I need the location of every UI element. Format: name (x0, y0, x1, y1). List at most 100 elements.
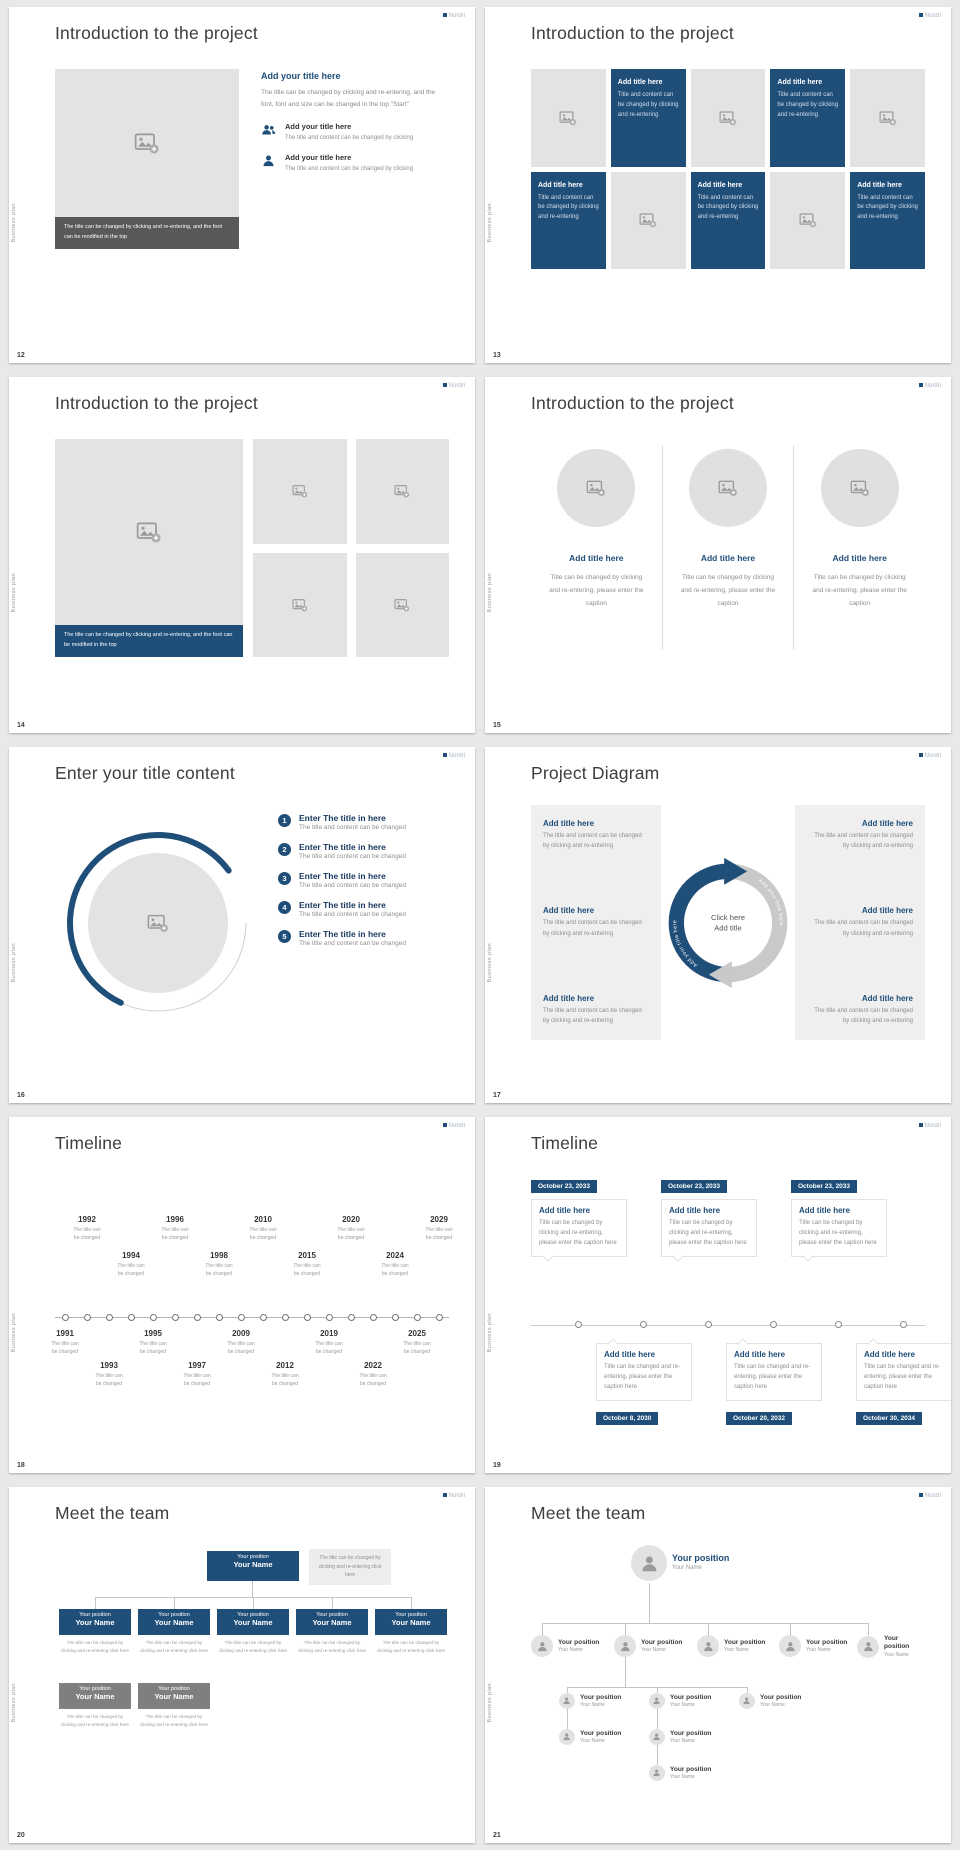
timeline-node (770, 1321, 777, 1328)
slide-title: Meet the team (531, 1503, 646, 1523)
slide-20-thumbnail[interactable]: Nordri Business plan Meet the team Your … (9, 1487, 475, 1843)
image-placeholder-icon (292, 597, 308, 613)
image-placeholder (253, 439, 347, 544)
image-placeholder-icon (147, 912, 169, 934)
entry-title: Add title here (864, 1350, 916, 1359)
slide-title: Timeline (55, 1133, 123, 1153)
image-placeholder (531, 69, 606, 167)
tile-text: Title and content can be changed by clic… (777, 92, 839, 118)
timeline-axis (531, 1325, 925, 1326)
brand-logo: Nordri (443, 753, 465, 759)
image-placeholder (253, 552, 347, 657)
connector-line (567, 1709, 568, 1729)
org-member-node: Your position Your Name (739, 1693, 801, 1709)
column-title: Add title here (700, 553, 756, 563)
side-label: Business plan (11, 1312, 17, 1353)
slide-title: Project Diagram (531, 763, 660, 783)
item-title: Enter The title in here (299, 842, 386, 852)
slide-18-thumbnail[interactable]: Nordri Business plan Timeline 1991 The ti… (9, 1117, 475, 1473)
item-title: Add title here (861, 993, 913, 1003)
connector-line (253, 1597, 254, 1609)
numbered-item: 3 Enter The title in here The title and … (278, 871, 449, 889)
connector-line (625, 1657, 626, 1687)
item-text: The title and content can be changed by … (814, 833, 913, 850)
timeline-year: 2012 (276, 1361, 294, 1370)
item-title: Enter The title in here (299, 929, 386, 939)
connector-line (657, 1745, 658, 1765)
brand-logo: Nordri (443, 383, 465, 389)
item-title: Add title here (861, 819, 913, 828)
brand-logo: Nordri (919, 383, 941, 389)
image-placeholder (55, 69, 239, 218)
timeline-entry: 2012 The title can be changed (263, 1177, 307, 1427)
circle-diagram (55, 805, 260, 1040)
item-text: The title and content can be changed by … (814, 920, 913, 937)
connector-line (542, 1623, 868, 1624)
brand-logo: Nordri (443, 13, 465, 19)
item-text: The title and content can be changed (299, 882, 406, 889)
slide-13-thumbnail[interactable]: Nordri Business plan Introduction to the… (485, 7, 951, 363)
image-placeholder-icon (718, 478, 738, 498)
image-placeholder-icon (850, 478, 870, 498)
side-label: Business plan (487, 572, 493, 613)
text-tile: Add title here Title and content can be … (850, 171, 925, 269)
slide-15-thumbnail[interactable]: Nordri Business plan Introduction to the… (485, 377, 951, 733)
member-position: Your position (158, 1612, 190, 1618)
numbered-item: 4 Enter The title in here The title and … (278, 900, 449, 918)
timeline-entry: 2015 The title can be changed (285, 1177, 329, 1427)
org-member-box: Your position Your Name (138, 1683, 210, 1709)
item-text: The title and content can be changed (299, 940, 406, 947)
avatar-icon (739, 1693, 755, 1709)
org-member-box: Your position Your Name (375, 1609, 447, 1635)
slide-17-thumbnail[interactable]: Nordri Business plan Project Diagram Add… (485, 747, 951, 1103)
entry-text: Title can be changed and re-entering, pl… (864, 1364, 941, 1391)
timeline-caption: The title can be changed (51, 1341, 79, 1355)
page-number: 13 (493, 352, 501, 359)
member-position: Your position (79, 1686, 111, 1692)
page-number: 14 (17, 722, 25, 729)
tile-text: Title and content can be changed by clic… (617, 92, 679, 118)
slide-title: Introduction to the project (531, 23, 734, 43)
image-placeholder-icon (639, 211, 657, 229)
date-badge: October 23, 2033 (791, 1180, 858, 1193)
avatar-icon (697, 1635, 719, 1657)
timeline-year: 2020 (342, 1215, 360, 1224)
panel-item: Add title here The title and content can… (807, 819, 913, 851)
timeline-entry: October 23, 2033 Add title here Title ca… (531, 1175, 627, 1257)
tile-title: Add title here (697, 181, 743, 189)
member-caption: The title can be changed by clicking and… (297, 1640, 367, 1653)
numbered-item: 2 Enter The title in here The title and … (278, 842, 449, 860)
timeline-entry: 1997 The title can be changed (175, 1177, 219, 1427)
text-tile: Add title here Title and content can be … (610, 69, 686, 167)
org-member-node: Your position Your Name (649, 1693, 711, 1709)
slide-14-thumbnail[interactable]: Nordri Business plan Introduction to the… (9, 377, 475, 733)
page-number: 18 (17, 1462, 25, 1469)
slide-21-thumbnail[interactable]: Nordri Business plan Meet the team Your … (485, 1487, 951, 1843)
slide-12-thumbnail[interactable]: Nordri Business plan Introduction to the… (9, 7, 475, 363)
brand-logo: Nordri (919, 13, 941, 19)
slide-content: Add title here Title can be changed by c… (531, 445, 925, 650)
member-position: Your position (670, 1765, 712, 1773)
image-placeholder (770, 171, 846, 269)
slide-16-thumbnail[interactable]: Nordri Business plan Enter your title co… (9, 747, 475, 1103)
member-name: Your Name (154, 1618, 194, 1627)
timeline-year: 1996 (166, 1215, 184, 1224)
org-member-box: Your position Your Name (296, 1609, 368, 1635)
entry-title: Add title here (669, 1206, 721, 1215)
tile-text: Title and content can be changed by clic… (697, 194, 759, 221)
slide-content: Add title here Title and content can be … (531, 69, 925, 269)
column-item: Add title here Title can be changed by c… (531, 445, 662, 650)
slide-19-thumbnail[interactable]: Nordri Business plan Timeline October 23… (485, 1117, 951, 1473)
member-position: Your position (237, 1554, 269, 1560)
item-title: Add title here (543, 819, 595, 828)
timeline-entry: Add title here Title can be changed and … (856, 1343, 951, 1425)
entry-text: Title can be changed and re-entering, pl… (734, 1364, 811, 1391)
side-label: Business plan (11, 942, 17, 983)
slide-title: Introduction to the project (531, 393, 734, 413)
timeline-entry: October 23, 2033 Add title here Title ca… (661, 1175, 757, 1257)
timeline-caption: The title can be changed (403, 1341, 431, 1355)
item-title: Add your title here (285, 152, 352, 162)
member-caption: The title can be changed by clicking and… (218, 1640, 288, 1653)
tile-title: Add title here (538, 181, 583, 189)
connector-line (657, 1687, 658, 1693)
